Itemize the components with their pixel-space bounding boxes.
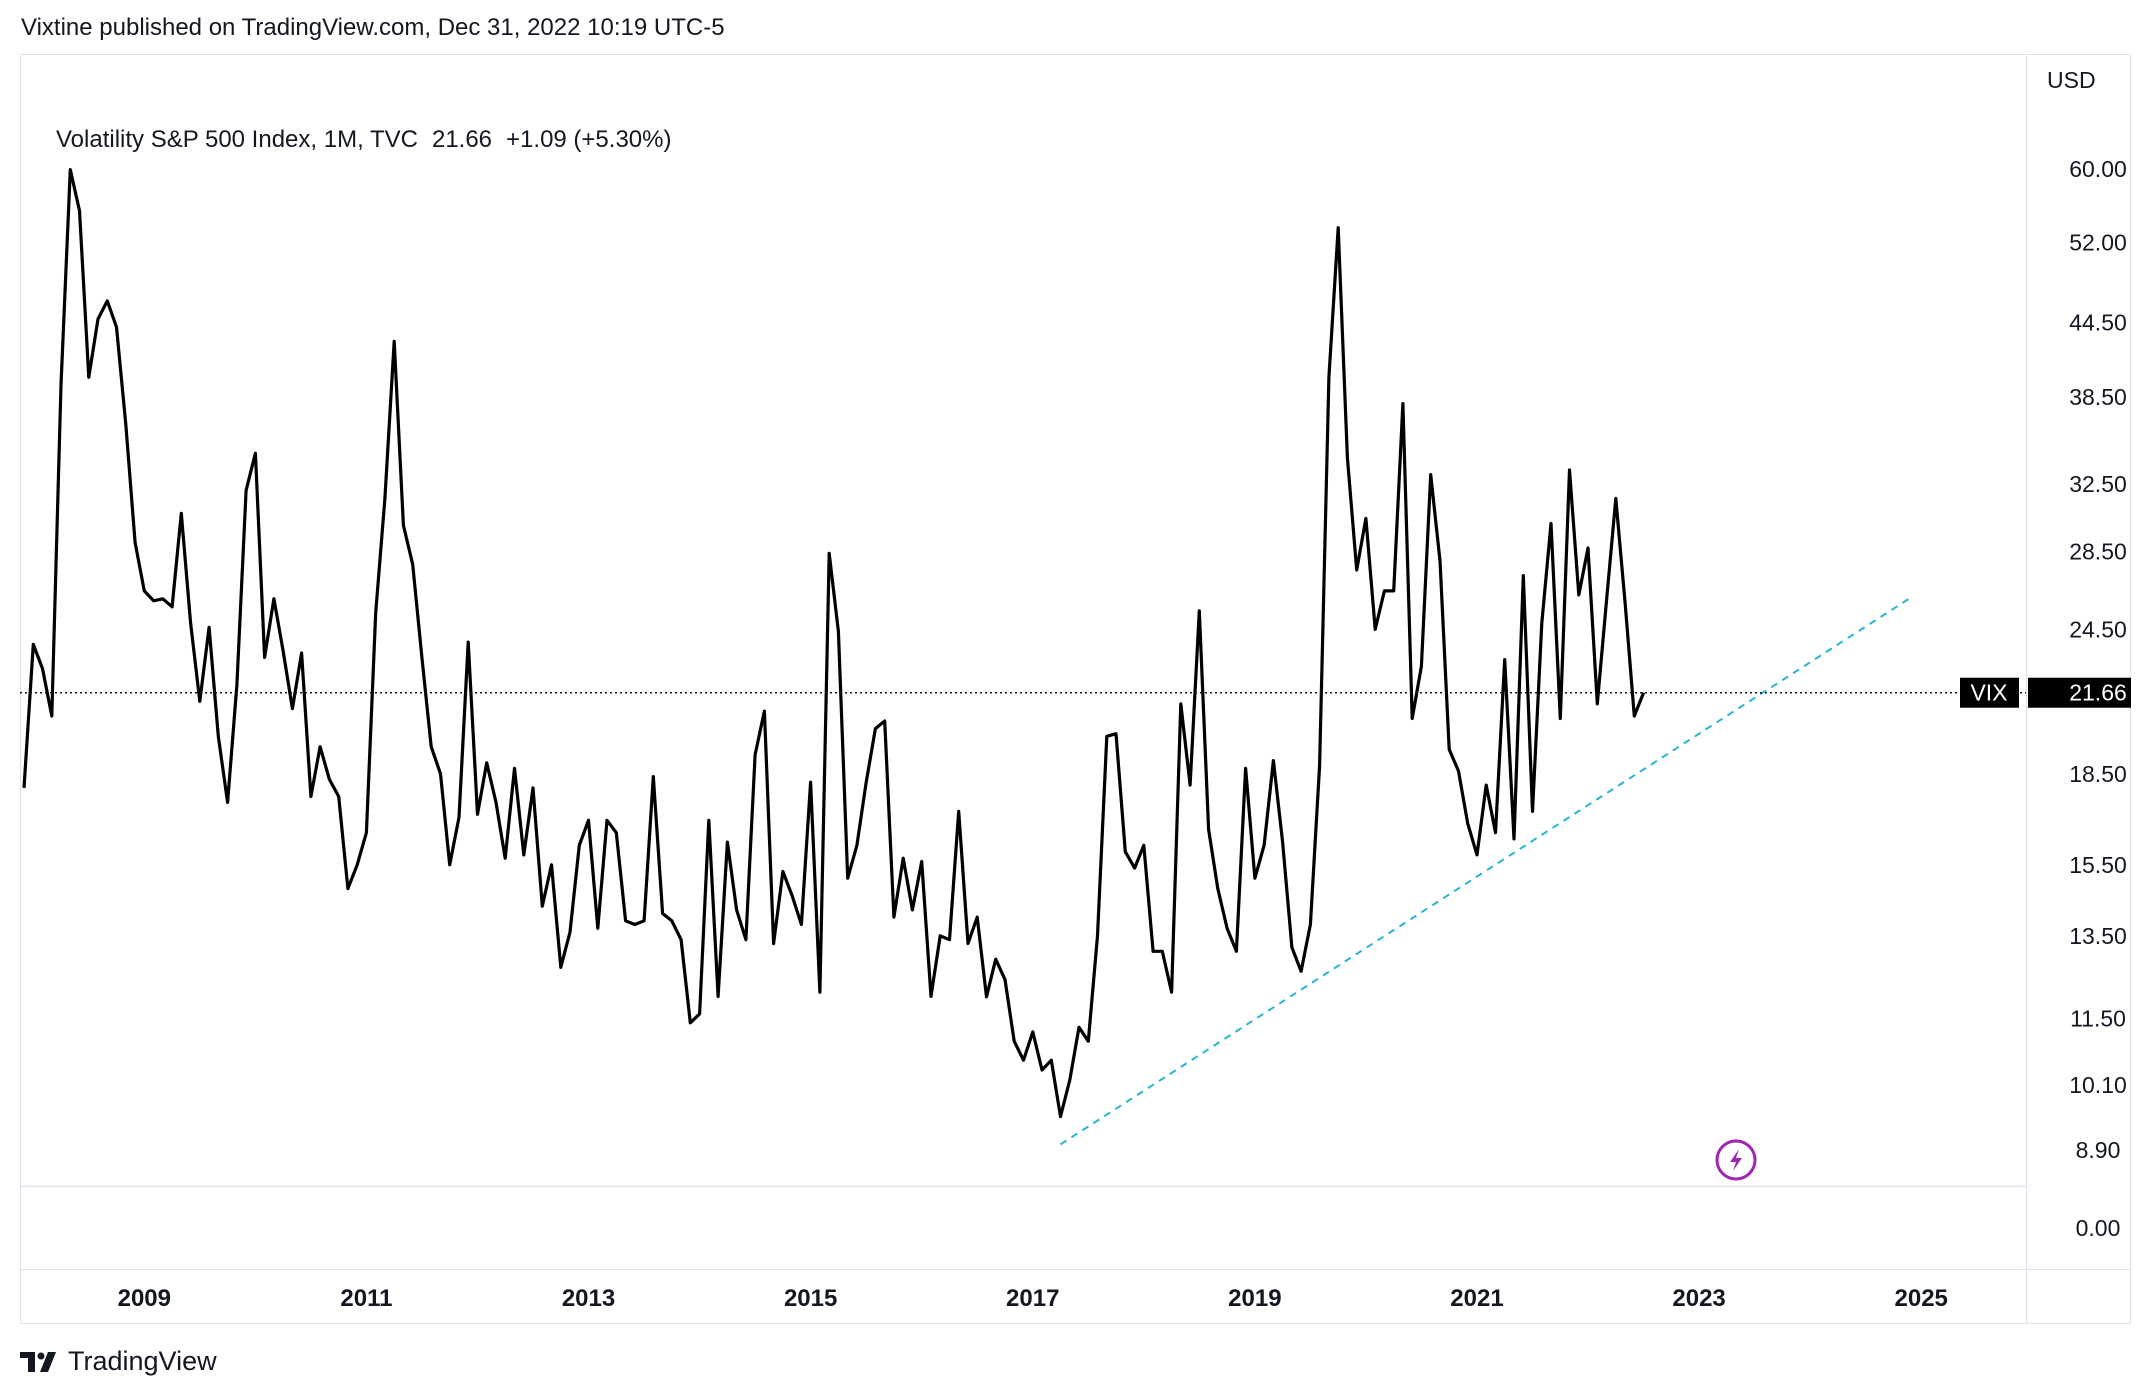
tradingview-logo-icon [20, 1351, 56, 1372]
vix-series-line[interactable] [22, 168, 1646, 1119]
y-tick-label: 38.50 [2069, 384, 2127, 410]
support-trendline[interactable] [1059, 595, 1913, 1146]
y-tick-label: 44.50 [2069, 309, 2127, 335]
y-tick-label: 24.50 [2069, 616, 2127, 642]
y-tick-label: 52.00 [2069, 229, 2127, 255]
symbol-label: VIX [1970, 680, 2007, 706]
legend-symbol: Volatility S&P 500 Index, 1M, TVC [56, 126, 418, 153]
x-tick-label: 2015 [784, 1285, 837, 1312]
x-tick-label: 2021 [1450, 1285, 1503, 1312]
x-tick-label: 2013 [562, 1285, 615, 1312]
lower-pane-tick-label: 0.00 [2076, 1215, 2121, 1241]
symbol-label-box [1960, 677, 2019, 708]
y-tick-label: 8.90 [2076, 1137, 2121, 1163]
chart-frame[interactable]: USD 60.00 52.00 44.50 38.50 32.50 28.50 24.50 18… [20, 54, 2131, 1324]
last-value-label: 21.66 [2069, 680, 2127, 706]
publisher-line: Vixtine published on TradingView.com, De… [21, 14, 725, 41]
lightning-bolt-icon [1730, 1149, 1742, 1171]
x-tick-label: 2009 [118, 1285, 171, 1312]
footer-brand-label: TradingView [68, 1346, 217, 1376]
legend-change: +1.09 (+5.30%) [506, 126, 672, 153]
x-tick-label: 2017 [1006, 1285, 1059, 1312]
last-value-label-box [2028, 677, 2131, 708]
chart-canvas[interactable]: USD 60.00 52.00 44.50 38.50 32.50 28.50 24.50 18… [20, 54, 2131, 1324]
y-tick-label: 11.50 [2070, 1005, 2126, 1031]
y-tick-label: 13.50 [2069, 923, 2127, 949]
chart-border [20, 54, 2131, 1324]
chart-legend: Volatility S&P 500 Index, 1M, TVC 21.66 +1… [56, 126, 685, 154]
x-tick-label: 2019 [1228, 1285, 1281, 1312]
y-tick-label: 15.50 [2069, 852, 2127, 878]
x-tick-label: 2011 [340, 1285, 392, 1312]
currency-label: USD [2047, 67, 2096, 93]
x-tick-label: 2023 [1672, 1285, 1725, 1312]
legend-last-value: 21.66 [431, 126, 493, 153]
y-tick-label: 28.50 [2069, 539, 2127, 565]
y-tick-label: 18.50 [2069, 761, 2127, 787]
footer-brand[interactable]: TradingView [20, 1346, 217, 1377]
y-tick-label: 60.00 [2069, 156, 2127, 182]
y-tick-label: 10.10 [2069, 1072, 2127, 1098]
x-tick-label: 2025 [1895, 1285, 1948, 1312]
y-tick-label: 32.50 [2069, 471, 2127, 497]
